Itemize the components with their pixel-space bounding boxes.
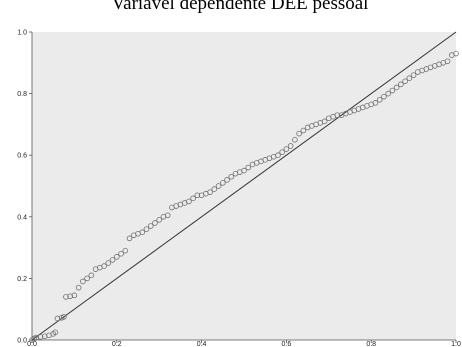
data-point <box>194 192 201 199</box>
data-point <box>122 247 129 254</box>
data-point <box>186 198 192 205</box>
data-point <box>393 84 400 91</box>
data-point <box>275 152 281 159</box>
data-point <box>190 195 196 202</box>
data-point <box>63 294 69 300</box>
reference-line <box>31 31 457 341</box>
data-point <box>54 315 61 322</box>
data-point <box>279 149 285 155</box>
data-point <box>389 87 396 94</box>
data-point <box>164 212 171 219</box>
data-point <box>147 223 154 229</box>
data-point <box>105 260 112 266</box>
y-tick-label: 0.8 <box>17 91 27 98</box>
data-points <box>29 50 459 343</box>
data-point <box>283 146 290 152</box>
data-point <box>406 75 413 81</box>
data-point <box>215 183 222 189</box>
data-point <box>88 272 95 279</box>
data-point <box>398 81 404 88</box>
data-point <box>71 292 78 299</box>
data-point <box>372 100 379 106</box>
data-point <box>75 284 82 291</box>
data-point <box>80 278 86 285</box>
data-point <box>207 189 213 195</box>
data-point <box>41 333 48 340</box>
data-point <box>220 180 226 186</box>
y-tick-label: 1.0 <box>17 30 27 37</box>
y-tick-label: 0.6 <box>17 153 27 160</box>
data-point <box>444 58 451 65</box>
data-point <box>385 90 391 97</box>
data-point <box>241 167 247 174</box>
data-point <box>224 177 230 183</box>
x-tick-label: 0.8 <box>366 341 376 347</box>
x-tick-label: 0.4 <box>197 341 207 347</box>
x-tick-label: 0.0 <box>27 341 37 347</box>
data-point <box>84 275 90 282</box>
data-point <box>114 254 120 260</box>
data-point <box>60 314 67 320</box>
x-tick-label: 0.6 <box>282 341 292 347</box>
data-point <box>410 72 417 78</box>
data-point <box>376 96 383 103</box>
data-point <box>300 127 307 134</box>
x-axis-ticks: 0.0 0.2 0.4 0.6 0.8 1.0 <box>27 340 461 347</box>
data-point <box>211 186 218 192</box>
data-point <box>109 257 116 263</box>
data-point <box>453 50 459 57</box>
data-point <box>334 112 341 118</box>
data-point <box>33 334 40 341</box>
y-axis-ticks: 0.0 0.2 0.4 0.6 0.8 1.0 <box>17 30 32 345</box>
data-point <box>321 118 328 125</box>
data-point <box>292 137 298 143</box>
chart-title: Variável dependente DEE pessoal <box>112 0 369 14</box>
x-tick-label: 1.0 <box>451 341 461 347</box>
data-point <box>101 263 107 269</box>
data-point <box>152 220 158 226</box>
data-point <box>118 250 124 257</box>
data-point <box>139 229 146 236</box>
data-point <box>52 329 59 336</box>
data-point <box>381 93 387 100</box>
data-point <box>143 226 150 232</box>
data-point <box>228 173 235 180</box>
x-tick-label: 0.2 <box>112 341 122 347</box>
data-point <box>296 130 302 137</box>
y-tick-label: 0.2 <box>17 276 27 283</box>
data-point <box>37 334 44 340</box>
y-tick-label: 0.4 <box>17 214 27 221</box>
data-point <box>402 78 408 85</box>
y-tick-label: 0.0 <box>17 338 27 345</box>
data-point <box>67 293 73 300</box>
data-point <box>287 143 294 149</box>
data-point <box>156 217 163 223</box>
data-point <box>126 235 133 242</box>
data-point <box>245 164 252 171</box>
